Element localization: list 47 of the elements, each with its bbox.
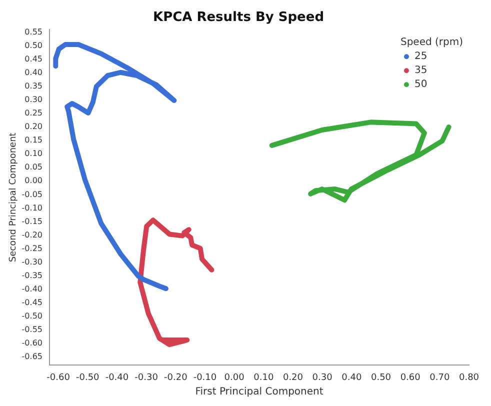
chart-title: KPCA Results By Speed — [153, 10, 324, 26]
x-tick-label: 0.80 — [458, 372, 480, 383]
x-tick-label: 0.60 — [400, 372, 421, 383]
y-axis-title: Second Principal Component — [8, 132, 19, 262]
y-tick-label: -0.35 — [22, 270, 42, 280]
legend-title: Speed (rpm) — [400, 37, 464, 48]
y-tick-label: 0.00 — [24, 176, 42, 186]
y-tick-label: 0.20 — [24, 122, 42, 132]
x-tick-label: -0.10 — [193, 372, 217, 383]
y-tick-label: 0.15 — [24, 136, 42, 145]
y-tick-label: -0.50 — [22, 312, 42, 321]
x-axis-title: First Principal Component — [195, 386, 324, 398]
y-tick-label: -0.60 — [22, 338, 42, 348]
x-tick-label: -0.50 — [76, 372, 100, 383]
y-tick-label: 0.30 — [24, 95, 42, 104]
x-tick-label: 0.50 — [370, 372, 392, 383]
x-tick-label: -0.30 — [134, 372, 158, 383]
y-tick-label: 0.55 — [24, 27, 42, 36]
x-tick-label: 0.70 — [430, 372, 450, 383]
legend-label: 25 — [414, 51, 428, 62]
y-tick-label: -0.10 — [22, 203, 42, 212]
x-tick-label: 0.30 — [312, 372, 333, 383]
y-tick-label: -0.55 — [22, 325, 42, 334]
y-tick-label: 0.25 — [24, 108, 42, 118]
y-tick-label: 0.45 — [24, 54, 42, 64]
y-tick-label: -0.65 — [22, 352, 42, 362]
x-tick-label: 0.00 — [224, 372, 245, 383]
y-tick-label: -0.40 — [22, 284, 42, 294]
y-tick-label: 0.35 — [24, 82, 42, 91]
y-tick-label: -0.15 — [22, 216, 42, 226]
y-tick-label: -0.25 — [22, 244, 42, 253]
y-tick-label: 0.40 — [24, 68, 42, 77]
y-tick-label: 0.50 — [24, 40, 42, 50]
y-tick-label: 0.05 — [24, 162, 42, 172]
legend-label: 50 — [414, 79, 428, 90]
x-tick-label: 0.40 — [342, 372, 362, 383]
x-tick-label: -0.60 — [46, 372, 70, 383]
y-tick-label: -0.45 — [22, 298, 42, 308]
y-tick-label: -0.20 — [22, 230, 42, 240]
legend-label: 35 — [414, 65, 428, 76]
y-tick-label: -0.05 — [22, 190, 42, 199]
x-tick-label: -0.20 — [164, 372, 188, 383]
x-tick-label: -0.40 — [105, 372, 129, 383]
y-tick-label: 0.10 — [24, 149, 42, 158]
x-tick-label: 0.10 — [254, 372, 274, 383]
x-tick-label: 0.20 — [282, 372, 304, 383]
y-tick-label: -0.30 — [22, 257, 42, 266]
